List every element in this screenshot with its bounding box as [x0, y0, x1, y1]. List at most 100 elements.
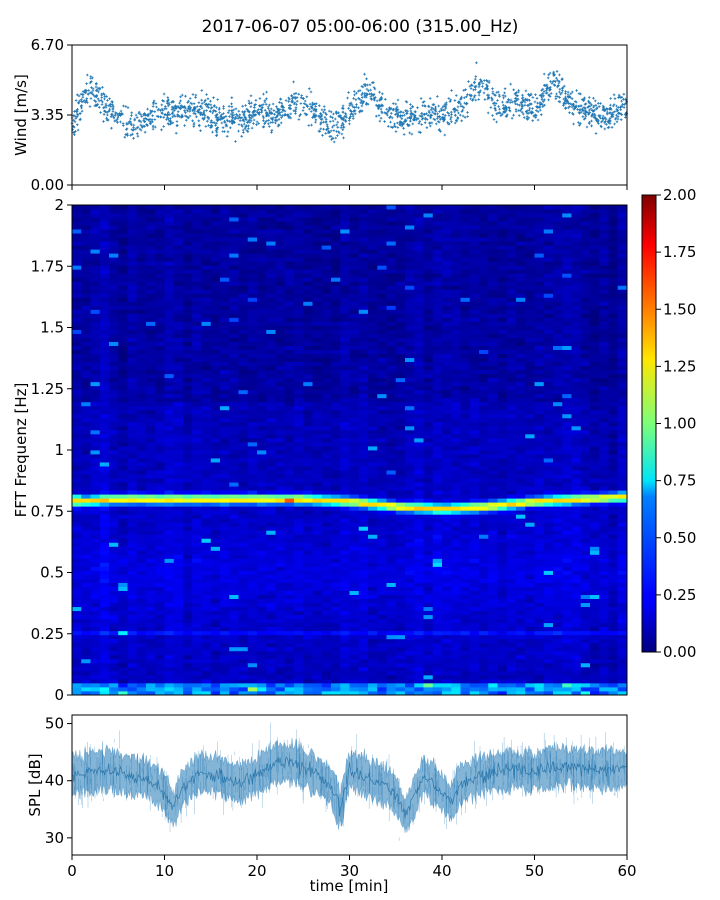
spectrogram-cell	[368, 458, 378, 463]
spectrogram-cell	[321, 253, 332, 258]
spectrogram-cell	[432, 462, 443, 467]
spectrogram-cell	[442, 686, 452, 692]
spectrogram-cell	[331, 329, 341, 334]
spectrogram-cell	[183, 205, 193, 210]
spectrogram-cell	[294, 654, 304, 660]
spectrogram-cell	[414, 253, 424, 258]
spectrogram-cell	[340, 582, 350, 587]
spectrogram-cell	[136, 574, 147, 579]
spectrogram-cell	[414, 205, 424, 210]
spectrogram-cell	[183, 437, 193, 443]
spectrogram-cell	[331, 401, 341, 407]
spectrogram-cell	[321, 474, 332, 479]
spectrogram-cell	[118, 249, 128, 254]
spectrogram-cell	[229, 281, 239, 286]
spectrogram-cell	[284, 494, 295, 499]
spectrogram-cell	[192, 325, 202, 330]
spectrogram-cell	[423, 329, 434, 334]
spectrogram-cell	[423, 562, 434, 567]
spectrogram-cell	[90, 221, 101, 226]
spectrogram-cell	[136, 602, 147, 608]
spectrogram-cell	[164, 522, 175, 527]
spectrogram-cell	[220, 385, 230, 391]
spectrogram-cell	[340, 538, 350, 543]
spectrogram-cell	[303, 349, 313, 355]
spectrogram-cell	[331, 638, 341, 644]
spectrogram-cell	[90, 385, 101, 391]
spectrogram-cell	[442, 594, 452, 600]
spectrogram-cell	[395, 329, 406, 334]
spectrogram-cell	[127, 534, 138, 539]
spectrogram-cell	[90, 425, 101, 431]
spectrogram-cell	[99, 582, 110, 587]
spectrogram-cell	[414, 441, 424, 447]
spectrogram-cell	[183, 241, 193, 246]
spectrogram-cell	[432, 602, 443, 608]
spectrogram-cell	[173, 333, 184, 338]
spectrogram-cell	[99, 293, 110, 298]
spectrogram-cell	[386, 558, 397, 563]
spectrogram-cell	[321, 498, 332, 503]
spectrogram-cell	[349, 490, 360, 495]
spectrogram-cell	[340, 490, 350, 495]
spectrogram-cell	[164, 277, 175, 282]
spectrogram-cell	[72, 654, 82, 660]
spectrogram-cell	[423, 409, 434, 415]
spectrogram-cell	[321, 614, 332, 620]
spectrogram-cell	[395, 486, 406, 491]
spectrogram-cell	[173, 502, 184, 507]
spectrogram-cell	[266, 289, 276, 294]
spectrogram-cell	[266, 413, 276, 419]
spectrogram-cell	[155, 293, 165, 298]
spectrogram-cell	[432, 321, 443, 326]
spectrogram-cell	[238, 678, 249, 684]
spectrogram-cell	[331, 586, 341, 591]
spectrogram-cell	[377, 662, 387, 668]
spectrogram-cell	[368, 518, 378, 523]
spectrogram-cell	[266, 626, 276, 632]
spectrogram-cell	[303, 321, 313, 326]
spectrogram-cell	[284, 409, 295, 415]
spectrogram-cell	[173, 622, 184, 628]
spectrogram-cell	[405, 365, 415, 371]
spectrogram-cell	[321, 578, 332, 583]
spectrogram-cell	[247, 558, 258, 563]
spectrogram-cell	[238, 345, 249, 350]
spectrogram-cell	[90, 690, 101, 696]
spectrogram-cell	[183, 514, 193, 519]
spectrogram-cell	[340, 209, 350, 214]
spectrogram-cell	[201, 289, 212, 294]
spectrogram-cell	[192, 534, 202, 539]
spectrogram-cell	[229, 510, 239, 515]
spectrogram-cell	[164, 405, 175, 411]
spectrogram-cell	[81, 429, 91, 435]
spectrogram-cell	[312, 662, 323, 668]
spectrogram-cell	[377, 361, 387, 367]
spectrogram-cell	[275, 690, 286, 696]
spectrogram-cell	[81, 530, 91, 535]
spectrogram-cell	[349, 349, 360, 355]
spectrogram-cell	[377, 538, 387, 543]
spectrogram-cell	[201, 217, 212, 222]
spectrogram-cell	[183, 313, 193, 318]
spectrogram-cell	[229, 662, 239, 668]
spectrogram-cell	[284, 554, 295, 559]
spectrogram-cell	[155, 494, 165, 499]
spectrogram-cell	[183, 478, 193, 483]
spectrogram-cell	[331, 546, 341, 551]
spectrogram-cell	[321, 510, 332, 515]
spectrogram-cell	[238, 586, 249, 591]
spectrogram-cell	[99, 686, 110, 692]
spectrogram-cell	[395, 245, 406, 250]
spectrogram-cell	[72, 393, 82, 399]
spectrogram-cell	[321, 345, 332, 350]
spectrogram-cell	[423, 341, 434, 346]
spectrogram-cell	[257, 313, 267, 318]
spectrogram-cell	[405, 502, 415, 507]
spectrogram-cell	[229, 554, 239, 559]
spectrogram-cell	[164, 205, 175, 210]
spectrogram-cell	[442, 425, 452, 431]
spectrogram-cell	[275, 225, 286, 230]
spectrogram-cell	[164, 474, 175, 479]
spectrogram-cell	[358, 506, 369, 511]
